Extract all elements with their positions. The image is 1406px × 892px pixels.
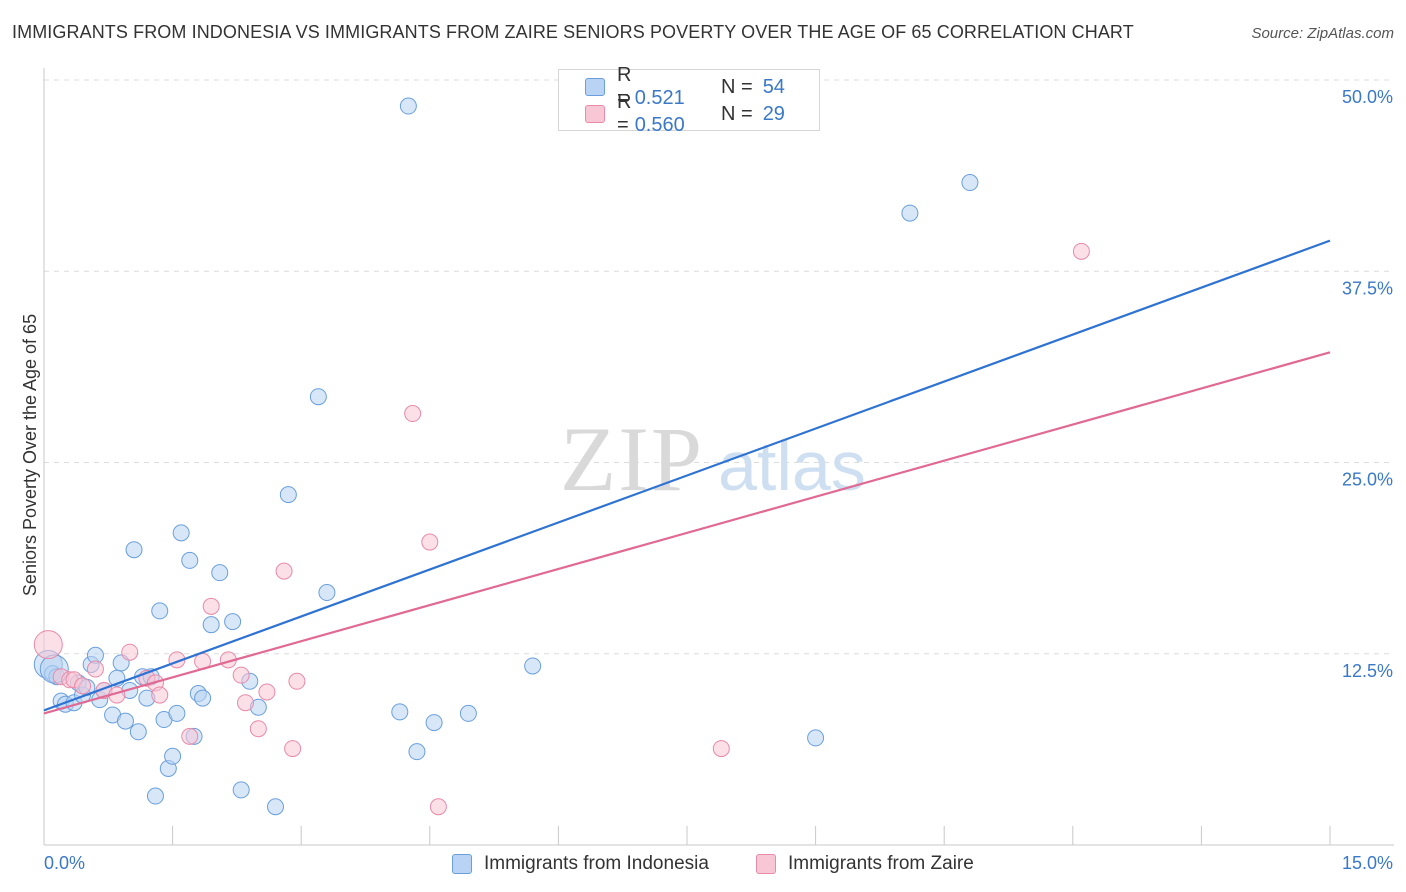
zaire-point	[249, 720, 267, 738]
legend-n-value-indonesia: 54	[762, 75, 785, 98]
zaire-point	[275, 562, 293, 580]
zaire-point	[421, 533, 439, 551]
source-credit: Source: ZipAtlas.com	[1251, 25, 1394, 42]
indonesia-point	[266, 798, 284, 816]
indonesia-point	[116, 712, 134, 730]
indonesia-point	[391, 703, 409, 721]
indonesia-point	[211, 564, 229, 582]
x-tick-label-min: 0.0%	[44, 853, 85, 873]
zaire-point	[181, 727, 199, 745]
zaire-point	[33, 630, 63, 660]
indonesia-point	[318, 584, 336, 602]
indonesia-point	[807, 729, 825, 747]
watermark-zip: ZIP	[560, 408, 704, 510]
indonesia-point	[309, 388, 327, 406]
legend-row-zaire: R = 0.560 N = 29	[585, 91, 785, 136]
axes	[43, 68, 1394, 846]
indonesia-point	[961, 174, 979, 192]
indonesia-point	[224, 613, 242, 631]
zaire-trend-line	[43, 351, 1331, 715]
indonesia-point	[459, 704, 477, 722]
indonesia-point	[408, 743, 426, 761]
indonesia-point	[279, 486, 297, 504]
indonesia-point	[232, 781, 250, 799]
indonesia-point	[151, 602, 169, 620]
y-tick-label: 12.5%	[1342, 661, 1393, 681]
zaire-point	[232, 666, 250, 684]
series-legend-indonesia: Immigrants from Indonesia	[452, 852, 709, 876]
legend-n-value-zaire: 29	[762, 102, 785, 125]
indonesia-point	[168, 704, 186, 722]
chart-title: IMMIGRANTS FROM INDONESIA VS IMMIGRANTS …	[12, 22, 1134, 42]
indonesia-point	[524, 657, 542, 675]
zaire-point	[202, 597, 220, 615]
indonesia-point	[172, 524, 190, 542]
legend-r-value-indonesia: 0.521	[634, 87, 685, 109]
zaire-point	[404, 405, 422, 423]
zaire-point	[1072, 242, 1090, 260]
series-label-indonesia: Immigrants from Indonesia	[484, 853, 709, 874]
zaire-point	[121, 643, 139, 661]
x-tick-label-max: 15.0%	[1342, 853, 1393, 873]
zaire-point	[712, 740, 730, 758]
y-tick-label: 25.0%	[1342, 470, 1393, 490]
indonesia-point	[901, 204, 919, 222]
y-tick-label: 50.0%	[1342, 87, 1393, 107]
indonesia-point	[194, 689, 212, 707]
legend-n-label: N =	[721, 102, 753, 125]
series-swatch-zaire	[756, 854, 776, 874]
zaire-point	[151, 686, 169, 704]
indonesia-point	[129, 723, 147, 741]
legend-n-label: N =	[721, 75, 753, 98]
zaire-point	[258, 683, 276, 701]
zaire-point	[74, 677, 92, 695]
watermark-atlas: atlas	[718, 427, 866, 505]
y-axis-label: Seniors Poverty Over the Age of 65	[20, 314, 40, 596]
gridlines	[44, 79, 1394, 655]
legend-row-indonesia: R = 0.521 N = 54	[585, 64, 785, 109]
correlation-legend: R = 0.521 N = 54 R = 0.560 N = 29	[558, 64, 820, 136]
y-tick-label: 37.5%	[1342, 278, 1393, 298]
zaire-point	[288, 672, 306, 690]
indonesia-trend-line	[43, 239, 1331, 712]
indonesia-point	[425, 714, 443, 732]
series-label-zaire: Immigrants from Zaire	[788, 853, 974, 874]
y-tick-labels: 12.5% 25.0% 37.5% 50.0%	[1342, 87, 1393, 681]
indonesia-point	[164, 747, 182, 765]
trend-lines	[43, 239, 1331, 715]
series-legend-zaire: Immigrants from Zaire	[756, 852, 974, 876]
indonesia-point	[399, 97, 417, 115]
watermark: ZIP atlas	[560, 408, 866, 510]
zaire-points	[33, 242, 1090, 816]
indonesia-point	[202, 616, 220, 634]
legend-r-label: R =	[617, 91, 632, 136]
legend-swatch-indonesia	[585, 78, 605, 96]
zaire-point	[236, 694, 254, 712]
indonesia-point	[125, 541, 143, 559]
indonesia-point	[146, 787, 164, 805]
zaire-point	[429, 798, 447, 816]
series-swatch-indonesia	[452, 854, 472, 874]
zaire-point	[284, 740, 302, 758]
zaire-point	[86, 660, 104, 678]
legend-swatch-zaire	[585, 105, 605, 123]
legend-r-value-zaire: 0.560	[634, 114, 685, 136]
indonesia-point	[181, 551, 199, 569]
legend-r-label: R =	[617, 64, 632, 109]
